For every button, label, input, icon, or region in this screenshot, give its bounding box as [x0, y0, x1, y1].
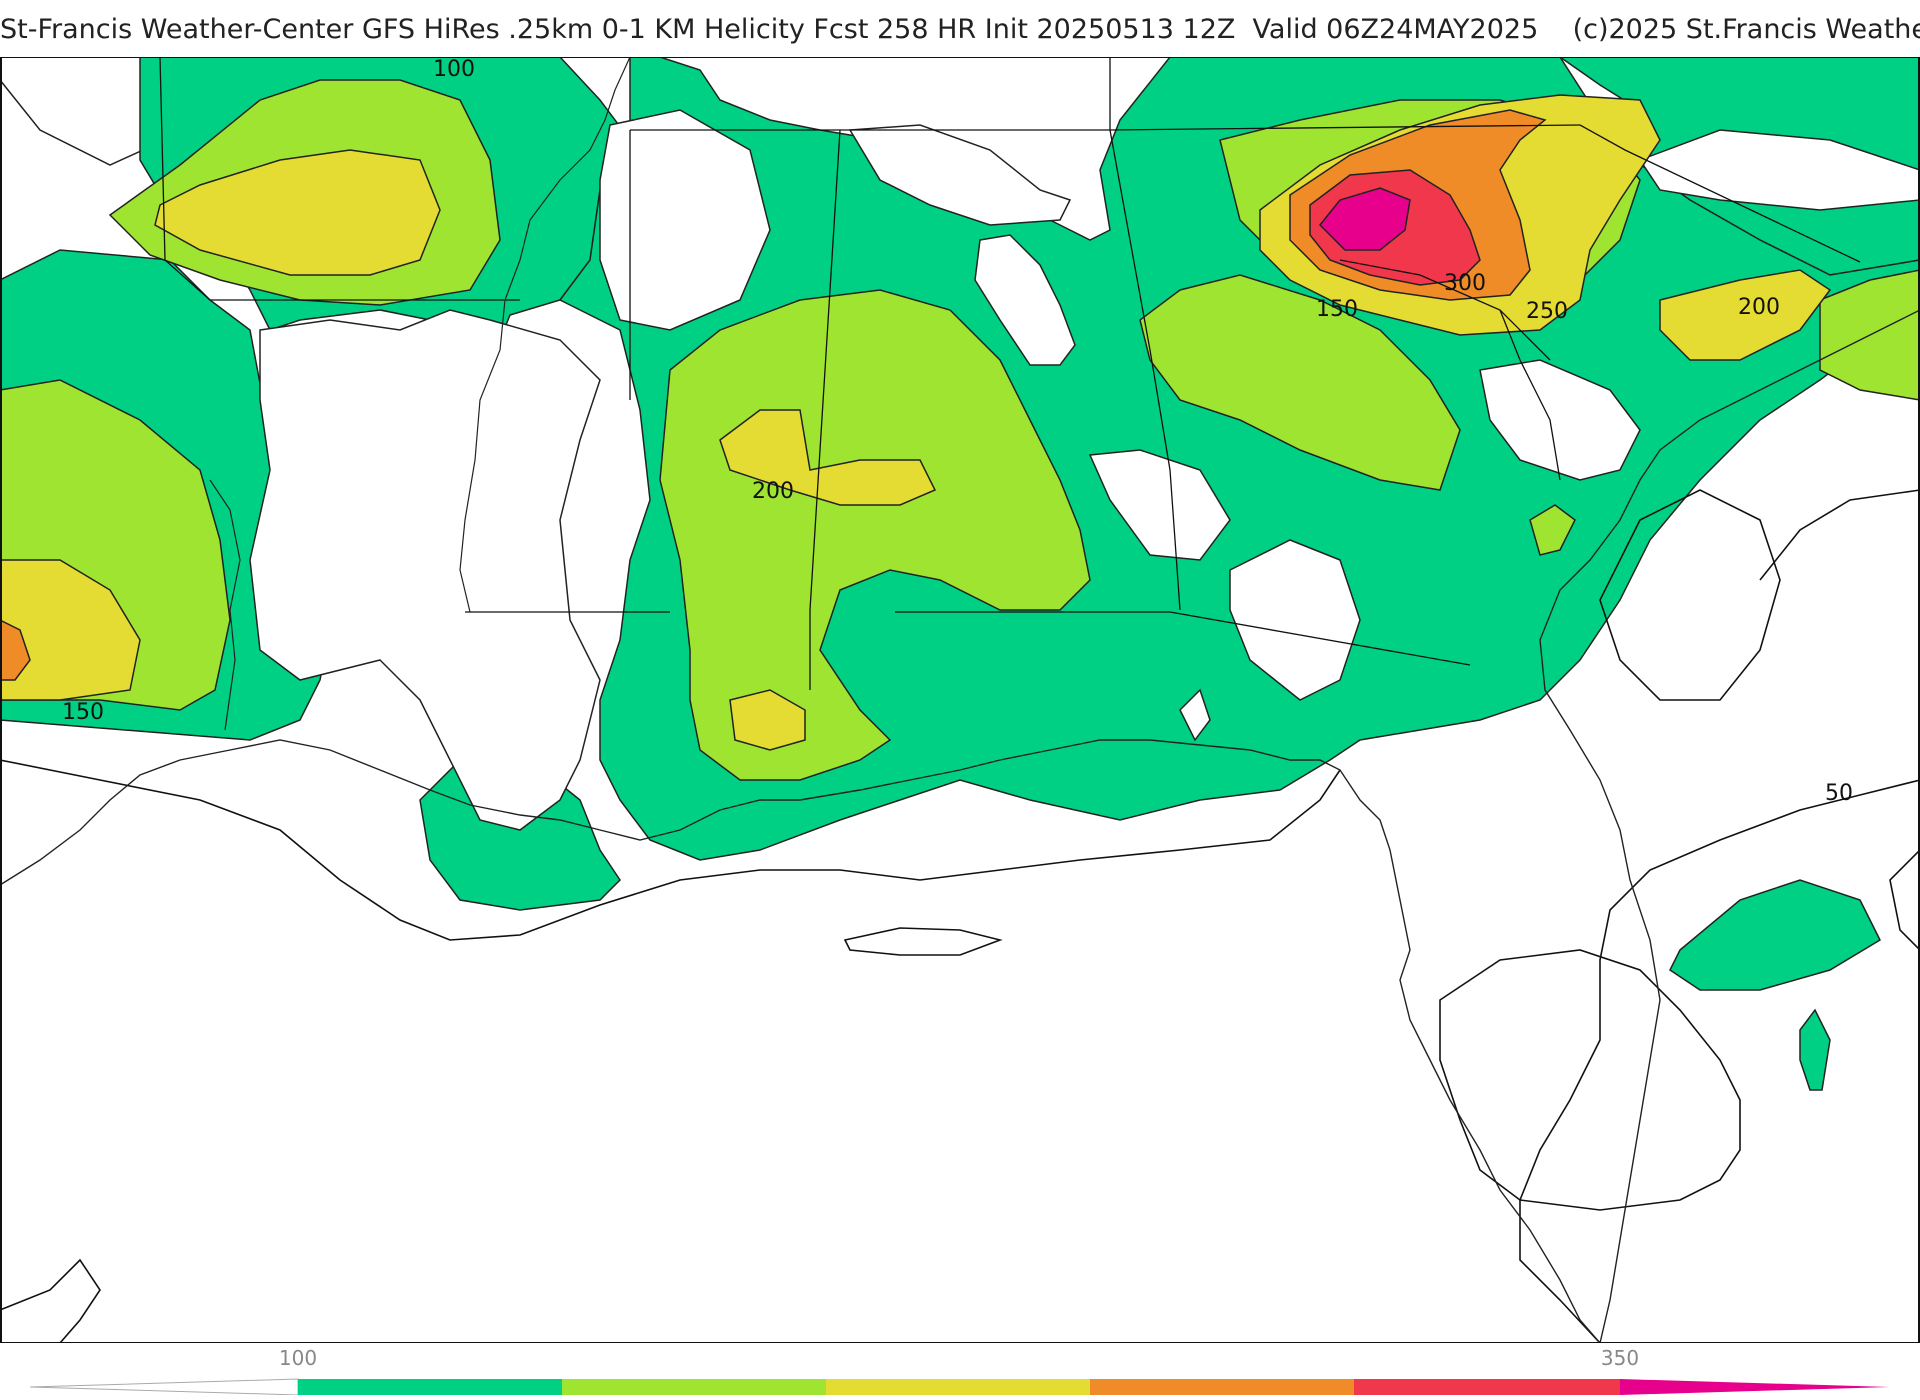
contour-50-gulf-oval: [843, 927, 1003, 956]
fill200-virginia-coast: [1659, 269, 1832, 361]
border-sc-ga: [1499, 309, 1561, 481]
colorbar-low-arrow: [30, 1378, 299, 1395]
contour-label-250: 250: [1526, 299, 1568, 324]
hole-mississippi-west: [249, 309, 601, 831]
contour-labels: 100 150 150 200 200 250 300 50: [62, 57, 1853, 806]
contour-50-gulf: [0, 759, 1341, 941]
hole-georgia-west: [1088, 449, 1231, 561]
contour-50-atlantic: [1519, 779, 1920, 1343]
contour-50-florida-interior: [1439, 949, 1741, 1211]
colorbar: 100 350: [30, 1345, 1890, 1395]
colorbar-segment-2: [562, 1379, 826, 1395]
fill-zone-atlantic-small: [1799, 1008, 1831, 1091]
contour-50-east-edge: [1889, 849, 1920, 951]
coastline: [0, 309, 1920, 1343]
contour-50-carolina-offshore: [1599, 489, 1781, 701]
fill200-louisiana: [729, 689, 806, 751]
mississippi-river: [459, 57, 631, 613]
contour-50-atlantic-north: [1759, 489, 1920, 581]
colorbar-tick-100: 100: [279, 1346, 317, 1370]
helicity-50-contours: [0, 489, 1920, 1343]
contour-label-50: 50: [1825, 781, 1853, 806]
red-river: [209, 479, 241, 731]
border-al-ga: [1109, 129, 1181, 611]
border-tn-ky-nc: [1109, 124, 1581, 131]
contour-label-150-east: 150: [1316, 297, 1358, 322]
gulf-coastline: [0, 739, 1601, 1343]
border-ms-al: [809, 129, 841, 690]
colorbar-high-arrow: [1620, 1379, 1890, 1395]
rivers: [209, 57, 631, 731]
fill200-mississippi: [719, 409, 937, 506]
contour-label-200-east: 200: [1738, 295, 1780, 320]
fill150-georgia-north: [1139, 274, 1461, 491]
atlantic-coastline: [1539, 309, 1920, 1343]
hole-georgia-south: [1229, 539, 1361, 701]
hole-florida-panhandle: [1179, 688, 1211, 742]
hole-south-carolina: [1479, 359, 1641, 481]
state-borders: [159, 57, 1861, 690]
hole-tennessee: [848, 124, 1072, 226]
border-tx-ok-west: [159, 57, 211, 301]
contour-label-200-central: 200: [752, 479, 794, 504]
chart-title: St-Francis Weather-Center GFS HiRes .25k…: [0, 14, 1920, 45]
fill150-coast-small: [1529, 504, 1576, 556]
fill200-northwest: [154, 149, 441, 276]
map-border: [0, 57, 1920, 1343]
border-va-nc: [1579, 124, 1861, 263]
helicity-map: 100 150 150 200 200 250 300 50: [0, 57, 1920, 1343]
helicity-350-fill: [1318, 187, 1411, 251]
contour-label-150-west: 150: [62, 700, 104, 725]
colorbar-segment-5: [1354, 1379, 1620, 1395]
hole-alabama-north: [974, 234, 1076, 366]
fill200-texas: [0, 559, 141, 701]
contour-label-300: 300: [1444, 271, 1486, 296]
contour-50-sw-corner: [0, 1258, 101, 1343]
fill250-texas-edge: [0, 619, 31, 681]
contour-label-100: 100: [433, 57, 475, 82]
border-ga-fl: [1169, 611, 1471, 666]
colorbar-segment-4: [1090, 1379, 1354, 1395]
fill350-core: [1318, 187, 1411, 251]
colorbar-segment-3: [826, 1379, 1090, 1395]
border-nc-sc: [1339, 259, 1551, 361]
colorbar-tick-350: 350: [1601, 1346, 1639, 1370]
helicity-holes: [249, 109, 1920, 831]
fill-zone-atlantic-east: [1669, 879, 1881, 991]
colorbar-segment-1: [298, 1379, 562, 1395]
